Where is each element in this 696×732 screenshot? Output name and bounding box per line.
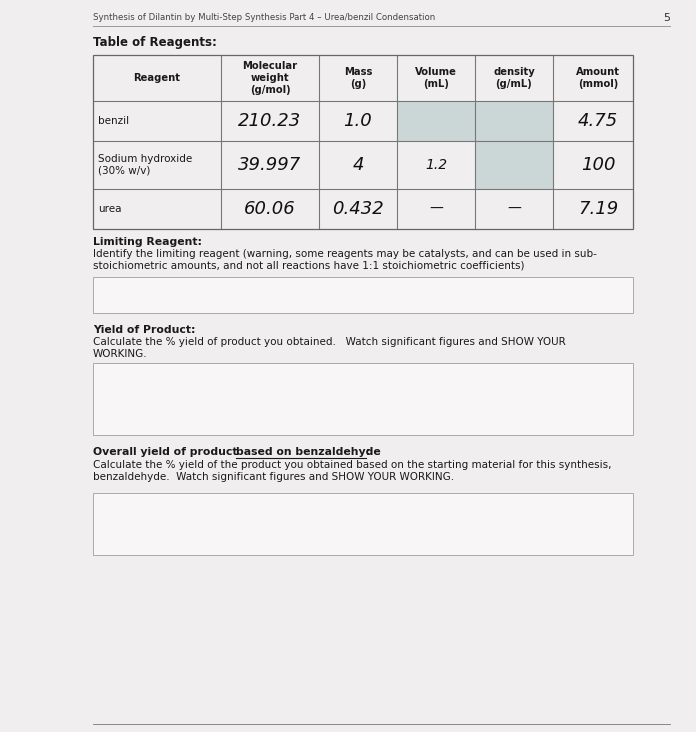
Text: benzil: benzil bbox=[98, 116, 129, 126]
Text: 4: 4 bbox=[352, 156, 364, 174]
Text: 0.432: 0.432 bbox=[332, 200, 384, 218]
Text: urea: urea bbox=[98, 204, 122, 214]
Bar bbox=[93, 277, 633, 313]
Text: :: : bbox=[366, 447, 370, 457]
Bar bbox=[475, 101, 553, 141]
Text: Limiting Reagent:: Limiting Reagent: bbox=[93, 237, 202, 247]
Text: Sodium hydroxide
(30% w/v): Sodium hydroxide (30% w/v) bbox=[98, 154, 192, 176]
Bar bbox=[93, 363, 633, 435]
Text: Mass
(g): Mass (g) bbox=[344, 67, 372, 89]
Text: 1.2: 1.2 bbox=[425, 158, 447, 172]
Text: based on benzaldehyde: based on benzaldehyde bbox=[236, 447, 381, 457]
Text: Identify the limiting reagent (warning, some reagents may be catalysts, and can : Identify the limiting reagent (warning, … bbox=[93, 249, 597, 271]
Text: Calculate the % yield of the product you obtained based on the starting material: Calculate the % yield of the product you… bbox=[93, 460, 612, 482]
Text: —: — bbox=[429, 202, 443, 216]
Text: 210.23: 210.23 bbox=[238, 112, 301, 130]
Text: density
(g/mL): density (g/mL) bbox=[493, 67, 535, 89]
Text: 5: 5 bbox=[663, 13, 670, 23]
Text: Reagent: Reagent bbox=[134, 73, 180, 83]
Bar bbox=[397, 101, 475, 141]
Text: Amount
(mmol): Amount (mmol) bbox=[576, 67, 620, 89]
Text: Yield of Product:: Yield of Product: bbox=[93, 325, 196, 335]
Text: 1.0: 1.0 bbox=[344, 112, 372, 130]
Text: 60.06: 60.06 bbox=[244, 200, 296, 218]
Text: 39.997: 39.997 bbox=[238, 156, 301, 174]
Text: 7.19: 7.19 bbox=[578, 200, 618, 218]
Text: Volume
(mL): Volume (mL) bbox=[415, 67, 457, 89]
Text: 4.75: 4.75 bbox=[578, 112, 618, 130]
Text: —: — bbox=[507, 202, 521, 216]
Text: Table of Reagents:: Table of Reagents: bbox=[93, 36, 217, 49]
Text: Calculate the % yield of product you obtained.   Watch significant figures and S: Calculate the % yield of product you obt… bbox=[93, 337, 566, 359]
Text: Molecular
weight
(g/mol): Molecular weight (g/mol) bbox=[242, 61, 298, 94]
Text: 100: 100 bbox=[580, 156, 615, 174]
Bar bbox=[93, 55, 633, 229]
Bar bbox=[93, 493, 633, 555]
Text: Overall yield of product: Overall yield of product bbox=[93, 447, 242, 457]
Text: Synthesis of Dilantin by Multi-Step Synthesis Part 4 – Urea/benzil Condensation: Synthesis of Dilantin by Multi-Step Synt… bbox=[93, 13, 435, 22]
Bar bbox=[475, 141, 553, 189]
